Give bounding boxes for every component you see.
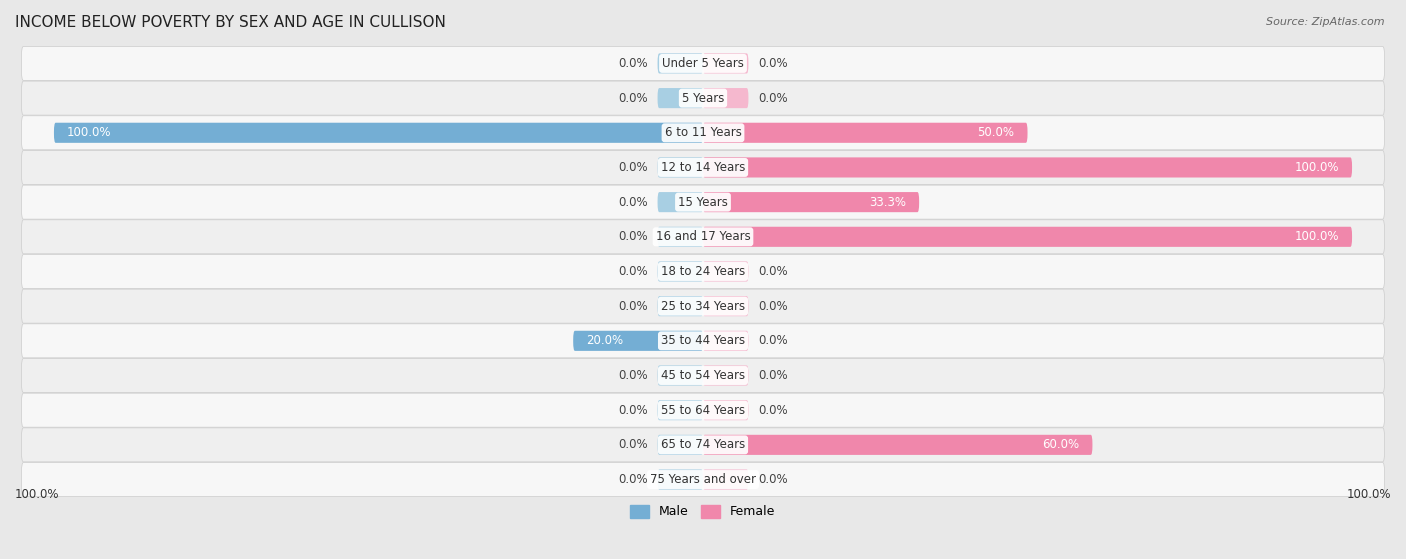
FancyBboxPatch shape: [658, 158, 703, 178]
FancyBboxPatch shape: [574, 331, 703, 351]
FancyBboxPatch shape: [658, 192, 703, 212]
FancyBboxPatch shape: [703, 470, 748, 490]
Text: 5 Years: 5 Years: [682, 92, 724, 105]
FancyBboxPatch shape: [703, 158, 1353, 178]
FancyBboxPatch shape: [703, 227, 1353, 247]
Text: Source: ZipAtlas.com: Source: ZipAtlas.com: [1267, 17, 1385, 27]
FancyBboxPatch shape: [658, 400, 703, 420]
Text: 33.3%: 33.3%: [869, 196, 905, 209]
Text: 100.0%: 100.0%: [1295, 161, 1339, 174]
Text: 45 to 54 Years: 45 to 54 Years: [661, 369, 745, 382]
Text: 0.0%: 0.0%: [619, 300, 648, 312]
Text: 6 to 11 Years: 6 to 11 Years: [665, 126, 741, 139]
Legend: Male, Female: Male, Female: [626, 500, 780, 523]
FancyBboxPatch shape: [21, 428, 1385, 462]
Text: 0.0%: 0.0%: [758, 265, 787, 278]
FancyBboxPatch shape: [21, 116, 1385, 150]
Text: 60.0%: 60.0%: [1042, 438, 1080, 451]
Text: 0.0%: 0.0%: [758, 57, 787, 70]
FancyBboxPatch shape: [703, 435, 1092, 455]
FancyBboxPatch shape: [658, 296, 703, 316]
Text: 12 to 14 Years: 12 to 14 Years: [661, 161, 745, 174]
FancyBboxPatch shape: [658, 262, 703, 282]
FancyBboxPatch shape: [703, 400, 748, 420]
Text: 0.0%: 0.0%: [758, 334, 787, 347]
FancyBboxPatch shape: [21, 254, 1385, 288]
Text: 50.0%: 50.0%: [977, 126, 1015, 139]
Text: 0.0%: 0.0%: [619, 57, 648, 70]
FancyBboxPatch shape: [21, 81, 1385, 115]
FancyBboxPatch shape: [21, 462, 1385, 496]
Text: 0.0%: 0.0%: [619, 404, 648, 416]
FancyBboxPatch shape: [21, 220, 1385, 254]
Text: 0.0%: 0.0%: [619, 438, 648, 451]
FancyBboxPatch shape: [703, 123, 1028, 143]
Text: 0.0%: 0.0%: [619, 92, 648, 105]
FancyBboxPatch shape: [703, 192, 920, 212]
Text: Under 5 Years: Under 5 Years: [662, 57, 744, 70]
Text: 100.0%: 100.0%: [15, 488, 59, 501]
Text: 18 to 24 Years: 18 to 24 Years: [661, 265, 745, 278]
FancyBboxPatch shape: [53, 123, 703, 143]
Text: 65 to 74 Years: 65 to 74 Years: [661, 438, 745, 451]
Text: 0.0%: 0.0%: [619, 230, 648, 243]
FancyBboxPatch shape: [21, 185, 1385, 219]
FancyBboxPatch shape: [703, 366, 748, 386]
FancyBboxPatch shape: [21, 393, 1385, 427]
Text: 0.0%: 0.0%: [619, 161, 648, 174]
FancyBboxPatch shape: [658, 53, 703, 73]
Text: 100.0%: 100.0%: [1347, 488, 1391, 501]
FancyBboxPatch shape: [21, 289, 1385, 323]
FancyBboxPatch shape: [21, 358, 1385, 392]
FancyBboxPatch shape: [21, 46, 1385, 80]
FancyBboxPatch shape: [658, 366, 703, 386]
FancyBboxPatch shape: [703, 88, 748, 108]
FancyBboxPatch shape: [21, 150, 1385, 184]
Text: INCOME BELOW POVERTY BY SEX AND AGE IN CULLISON: INCOME BELOW POVERTY BY SEX AND AGE IN C…: [15, 15, 446, 30]
Text: 35 to 44 Years: 35 to 44 Years: [661, 334, 745, 347]
Text: 100.0%: 100.0%: [1295, 230, 1339, 243]
FancyBboxPatch shape: [703, 262, 748, 282]
FancyBboxPatch shape: [658, 470, 703, 490]
FancyBboxPatch shape: [703, 296, 748, 316]
Text: 0.0%: 0.0%: [619, 369, 648, 382]
FancyBboxPatch shape: [703, 331, 748, 351]
FancyBboxPatch shape: [21, 324, 1385, 358]
Text: 100.0%: 100.0%: [67, 126, 111, 139]
FancyBboxPatch shape: [658, 88, 703, 108]
Text: 0.0%: 0.0%: [758, 404, 787, 416]
Text: 0.0%: 0.0%: [758, 300, 787, 312]
Text: 0.0%: 0.0%: [619, 196, 648, 209]
Text: 20.0%: 20.0%: [586, 334, 623, 347]
Text: 0.0%: 0.0%: [758, 473, 787, 486]
FancyBboxPatch shape: [658, 227, 703, 247]
Text: 0.0%: 0.0%: [758, 369, 787, 382]
Text: 16 and 17 Years: 16 and 17 Years: [655, 230, 751, 243]
FancyBboxPatch shape: [658, 435, 703, 455]
Text: 75 Years and over: 75 Years and over: [650, 473, 756, 486]
Text: 25 to 34 Years: 25 to 34 Years: [661, 300, 745, 312]
Text: 0.0%: 0.0%: [758, 92, 787, 105]
Text: 15 Years: 15 Years: [678, 196, 728, 209]
FancyBboxPatch shape: [703, 53, 748, 73]
Text: 0.0%: 0.0%: [619, 265, 648, 278]
Text: 55 to 64 Years: 55 to 64 Years: [661, 404, 745, 416]
Text: 0.0%: 0.0%: [619, 473, 648, 486]
